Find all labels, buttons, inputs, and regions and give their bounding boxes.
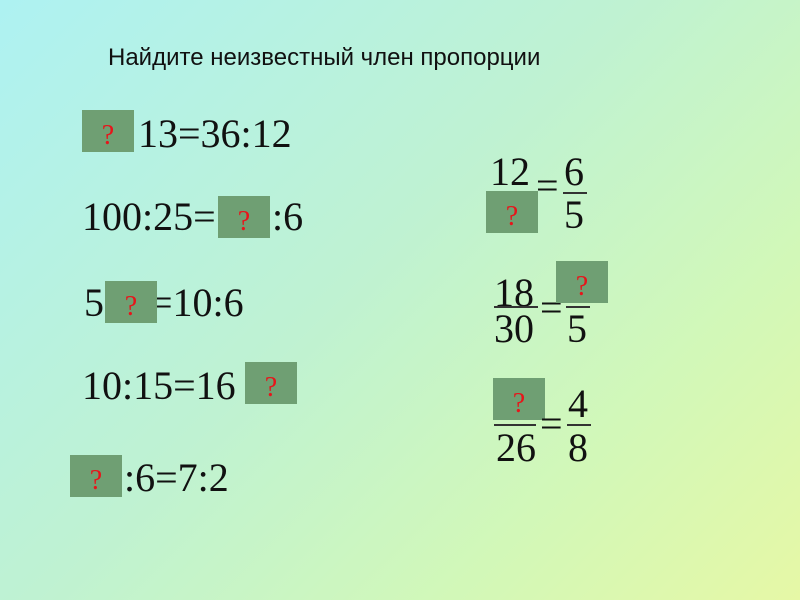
fraction-2-num-left: 18 <box>494 270 534 315</box>
unknown-box[interactable]: ? <box>493 378 545 420</box>
equation-2-right: :6 <box>272 194 304 239</box>
fraction-3-num-right: 4 <box>568 381 588 426</box>
fraction-3-eq: = <box>540 401 563 446</box>
equation-2-left: 100:25= <box>82 194 216 239</box>
fraction-bar <box>494 306 538 308</box>
fraction-1-num-left: 12 <box>490 149 530 194</box>
fraction-1-den-right: 5 <box>564 192 584 237</box>
equation-4-left: 10:15=16 <box>82 363 236 408</box>
equation-3-right: =10:6 <box>150 280 244 325</box>
fraction-1-num-right: 6 <box>564 149 584 194</box>
fraction-3-den-right: 8 <box>568 425 588 470</box>
fraction-3-den-left: 26 <box>496 425 536 470</box>
equation-1: 13=36:12 <box>138 111 292 156</box>
fraction-bar <box>563 192 587 194</box>
unknown-box[interactable]: ? <box>70 455 122 497</box>
fraction-2-den-right: 5 <box>567 306 587 351</box>
fraction-bar <box>566 306 590 308</box>
unknown-box[interactable]: ? <box>82 110 134 152</box>
fraction-1-eq: = <box>536 163 559 208</box>
unknown-box[interactable]: ? <box>245 362 297 404</box>
unknown-box[interactable]: ? <box>218 196 270 238</box>
unknown-box[interactable]: ? <box>486 191 538 233</box>
fraction-bar <box>567 424 591 426</box>
fraction-bar <box>494 424 536 426</box>
fraction-2-den-left: 30 <box>494 306 534 351</box>
equation-5-right: :6=7:2 <box>124 455 229 500</box>
equation-3-left: 5 <box>84 280 104 325</box>
unknown-box[interactable]: ? <box>556 261 608 303</box>
unknown-box[interactable]: ? <box>105 281 157 323</box>
slide-title: Найдите неизвестный член пропорции <box>108 44 541 71</box>
